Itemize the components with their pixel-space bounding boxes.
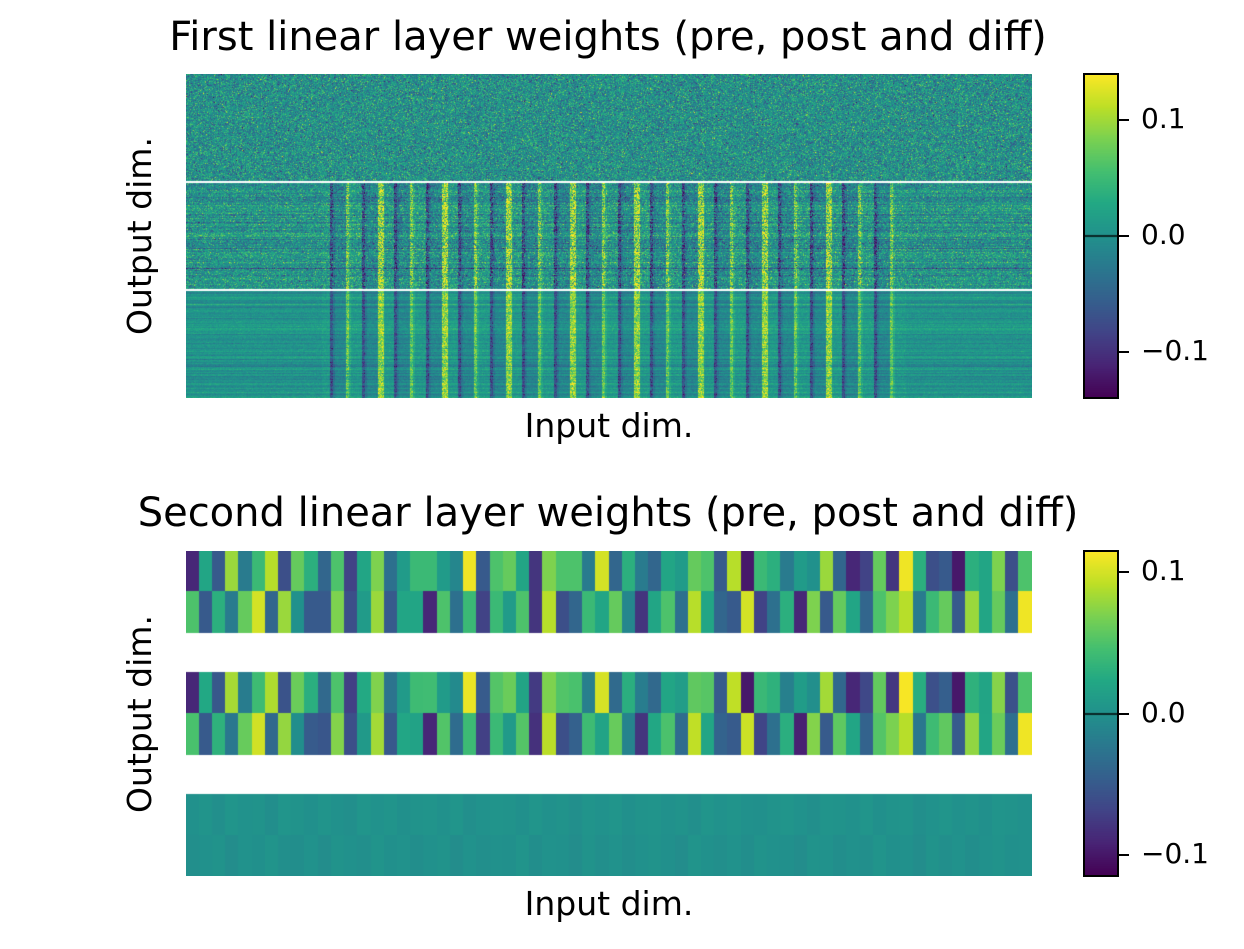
chart2-colorbar-tick xyxy=(1119,853,1129,856)
chart2-ylabel: Output dim. xyxy=(120,615,159,813)
chart1-colorbar-tick xyxy=(1119,350,1129,353)
chart1-colorbar-tick-label: −0.1 xyxy=(1141,333,1209,367)
chart1-colorbar-tick-label: 0.1 xyxy=(1141,102,1186,136)
chart1-xlabel: Input dim. xyxy=(524,406,694,445)
chart1-ylabel: Output dim. xyxy=(120,137,159,335)
chart1-colorbar-tick xyxy=(1119,235,1129,237)
chart2-colorbar-tick-label: 0.0 xyxy=(1141,695,1186,729)
chart2-colorbar-frame xyxy=(1083,550,1119,877)
chart2-heatmap xyxy=(186,551,1032,876)
chart2-xlabel: Input dim. xyxy=(524,884,694,923)
chart2-colorbar-tick-label: 0.1 xyxy=(1141,554,1186,588)
chart1-colorbar-tick-label: 0.0 xyxy=(1141,218,1186,251)
chart2-colorbar xyxy=(1084,551,1118,876)
chart1-colorbar-tick xyxy=(1119,119,1129,122)
chart2-colorbar-tick xyxy=(1119,571,1129,574)
chart2-colorbar-tick xyxy=(1119,712,1129,715)
chart1-heatmap xyxy=(186,74,1032,398)
chart1-colorbar-frame xyxy=(1083,73,1119,399)
chart1-colorbar xyxy=(1084,74,1118,398)
chart2-title: Second linear layer weights (pre, post a… xyxy=(137,490,1079,536)
chart2-colorbar-tick-label: −0.1 xyxy=(1141,836,1209,870)
chart1-title: First linear layer weights (pre, post an… xyxy=(169,14,1047,60)
